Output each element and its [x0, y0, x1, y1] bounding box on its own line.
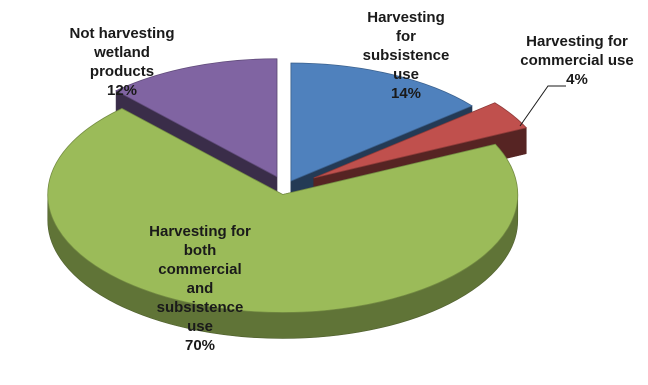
slice-label: Harvesting for commercial use 4% — [520, 33, 633, 88]
leader-line — [520, 86, 566, 126]
